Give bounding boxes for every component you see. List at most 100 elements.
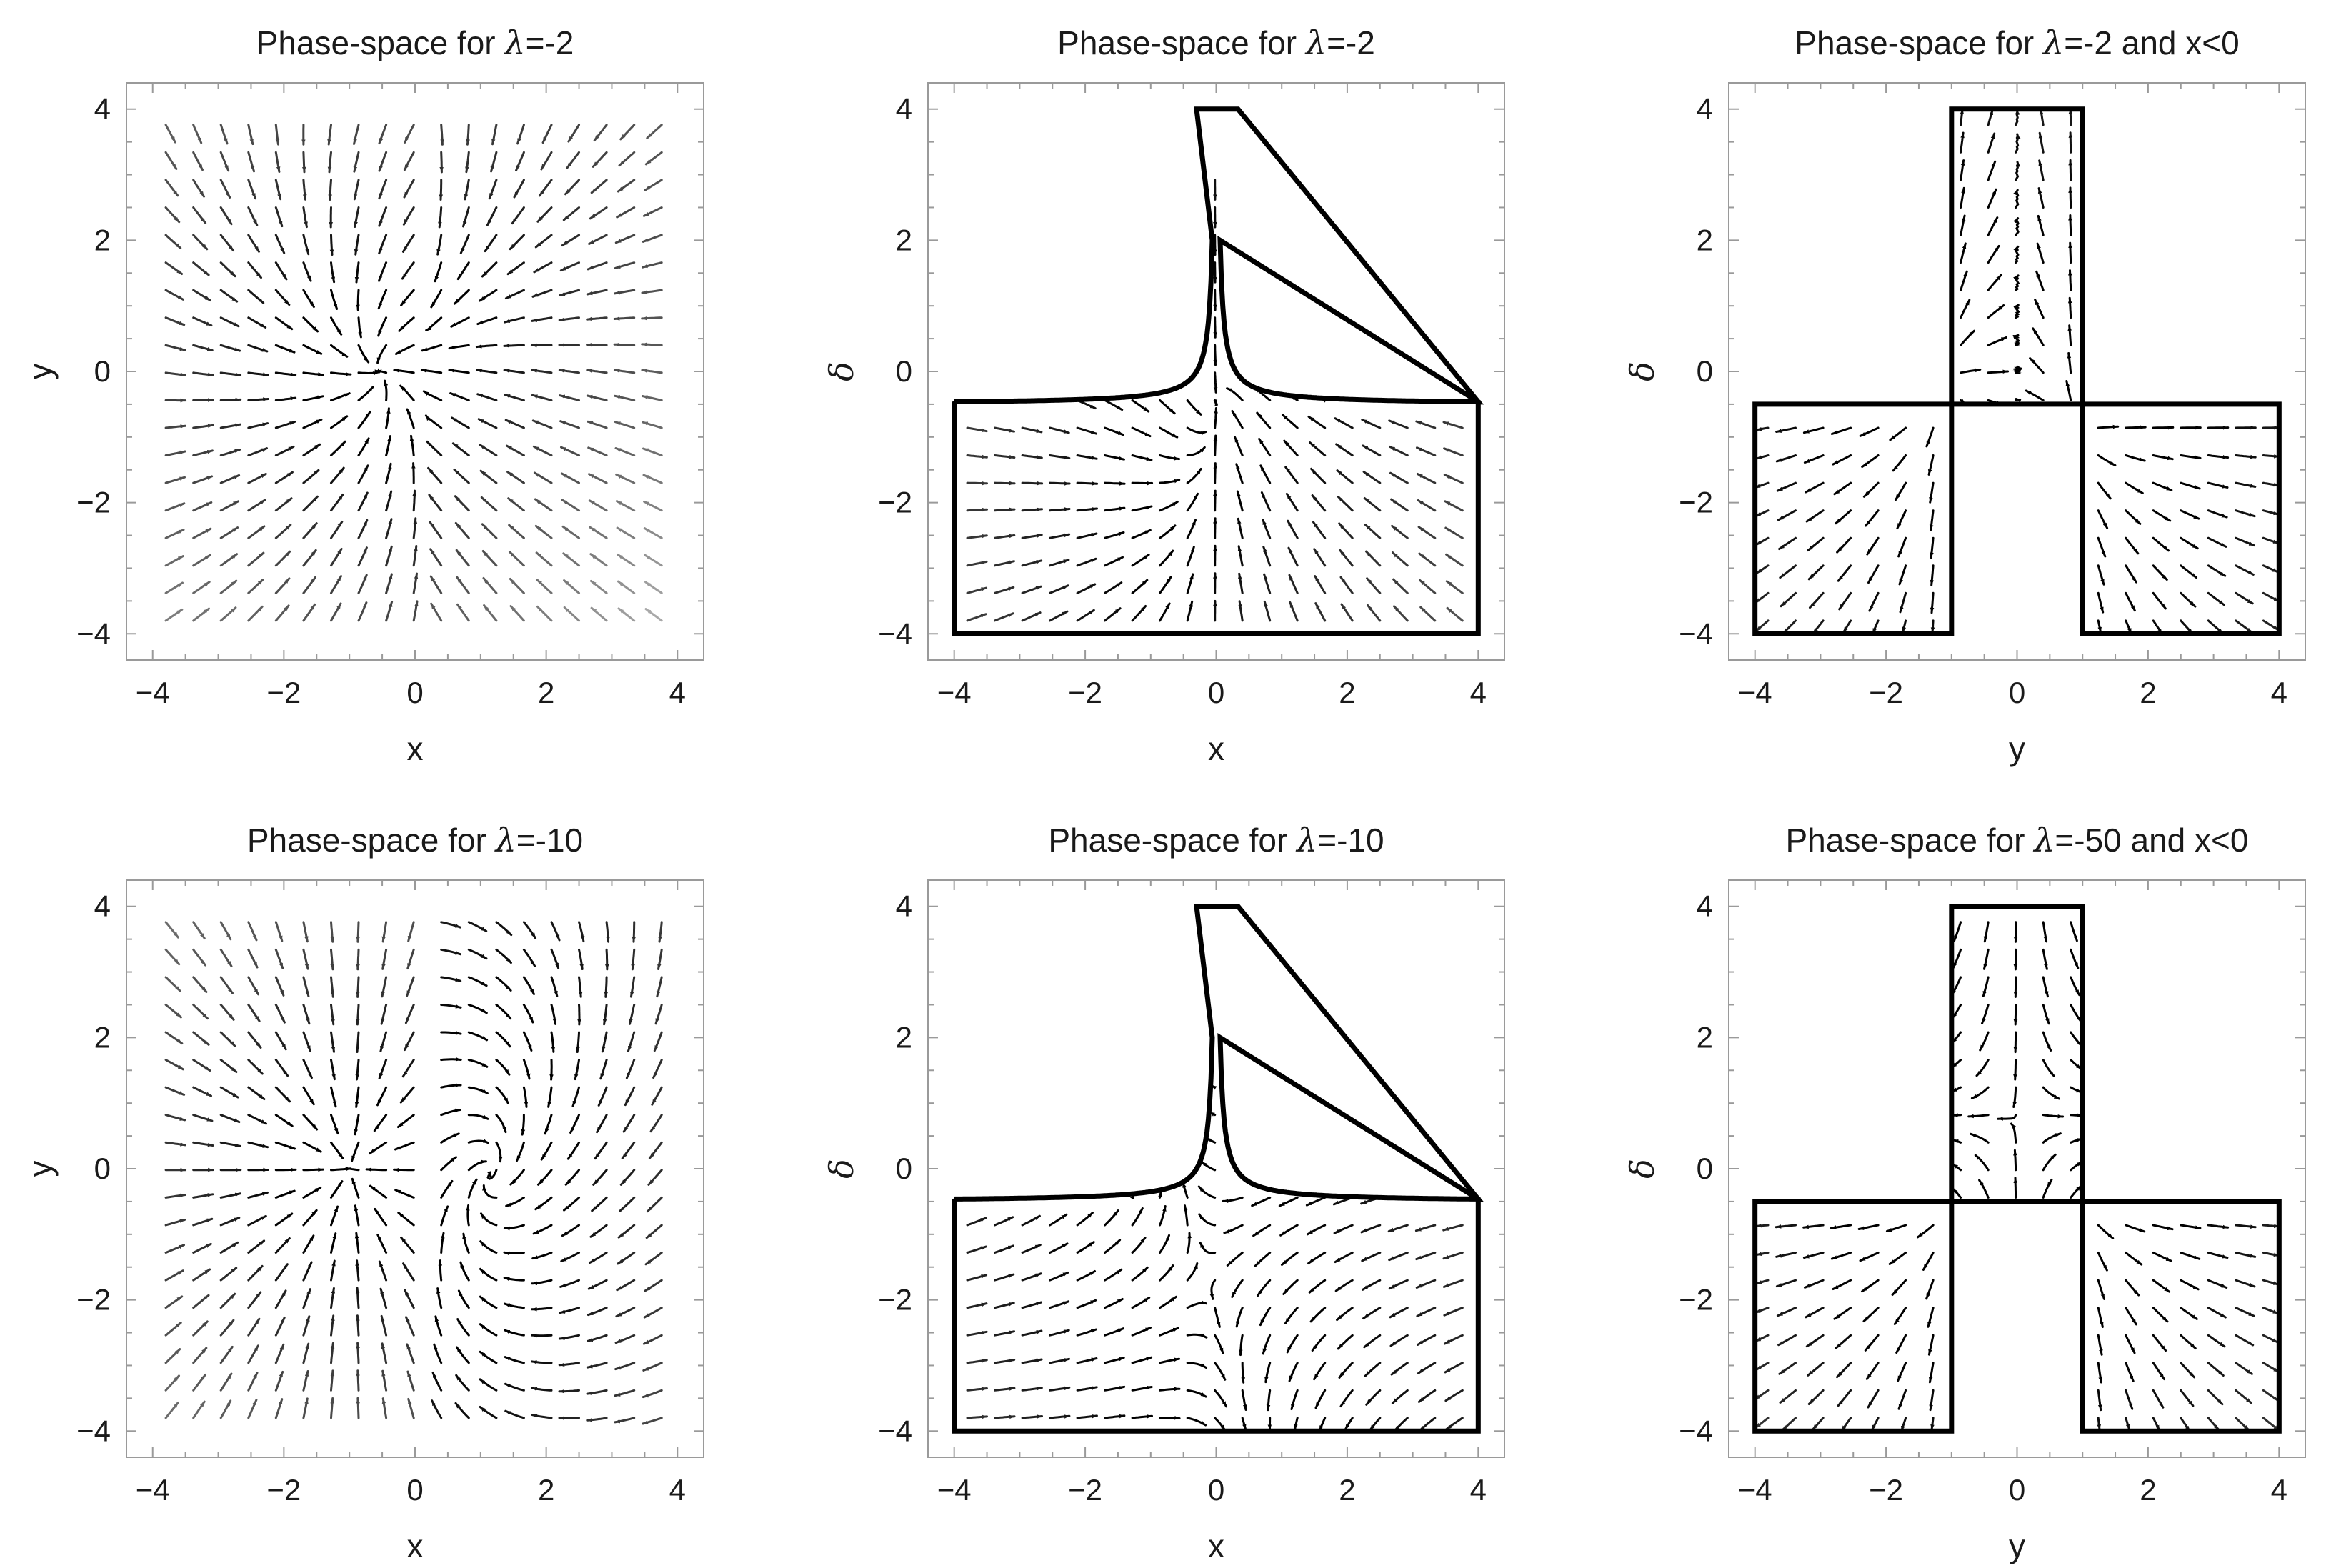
stream-arrow: [1131, 1414, 1153, 1419]
title-suffix: =-10: [516, 822, 583, 859]
stream-arrow: [1200, 1160, 1217, 1172]
stream-arrow: [412, 572, 419, 594]
stream-arrow: [1337, 1334, 1354, 1350]
stream-arrow: [1021, 1358, 1043, 1364]
stream-arrow: [164, 948, 181, 966]
stream-arrow: [1199, 1242, 1217, 1254]
stream-arrow: [1288, 1362, 1299, 1382]
stream-arrow: [2180, 564, 2197, 579]
stream-arrow: [330, 547, 343, 567]
stream-arrow: [587, 1334, 608, 1342]
stream-arrow: [427, 466, 443, 484]
streamlines: [164, 124, 663, 622]
stream-arrow: [1076, 1299, 1097, 1309]
stream-arrow: [1960, 329, 1975, 346]
stream-arrow: [219, 1292, 236, 1309]
stream-arrow: [369, 1184, 388, 1199]
stream-arrow: [2125, 1307, 2137, 1326]
stream-arrow: [1226, 1252, 1244, 1267]
y-tick-label: −4: [76, 1414, 111, 1447]
stream-arrow: [192, 1059, 211, 1072]
stream-arrow: [1930, 1417, 1935, 1431]
stream-arrow: [2070, 1161, 2083, 1172]
stream-arrow: [302, 179, 307, 201]
stream-arrow: [631, 948, 636, 971]
stream-arrow: [1987, 244, 2000, 264]
y-tick-label: −4: [1679, 616, 1713, 650]
stream-arrow: [1755, 1279, 1770, 1285]
stream-arrow: [531, 1387, 553, 1392]
stream-arrow: [1987, 274, 2002, 291]
title-suffix: =-10: [1317, 822, 1384, 859]
stream-arrow: [440, 921, 461, 929]
stream-arrow: [247, 948, 259, 969]
stream-arrow: [1214, 407, 1218, 429]
stream-arrow: [2235, 619, 2253, 634]
stream-arrow: [614, 234, 636, 244]
stream-arrow: [219, 921, 232, 941]
stream-arrow: [1442, 1252, 1464, 1260]
stream-arrow: [624, 1086, 636, 1107]
stream-arrow: [247, 499, 266, 512]
stream-arrow: [562, 206, 580, 221]
stream-arrow: [1417, 1334, 1437, 1346]
stream-arrow: [481, 261, 498, 278]
stream-arrow: [2067, 324, 2072, 346]
title-symbol: λ: [1295, 821, 1317, 859]
stream-arrow: [566, 1141, 580, 1160]
stream-arrow: [1159, 602, 1171, 622]
stream-arrow: [1104, 1298, 1124, 1309]
stream-arrow: [994, 612, 1014, 622]
stream-arrow: [1159, 1327, 1179, 1337]
stream-arrow: [1987, 304, 2005, 319]
stream-arrow: [247, 1059, 264, 1075]
stream-arrow: [429, 548, 443, 567]
stream-arrow: [1775, 426, 1797, 433]
stream-arrow: [560, 472, 580, 484]
stream-arrow: [589, 579, 608, 594]
stream-arrow: [1104, 1209, 1119, 1227]
stream-arrow: [449, 392, 470, 401]
stream-arrow: [274, 471, 294, 484]
stream-arrow: [374, 368, 388, 374]
stream-arrow: [1159, 426, 1179, 439]
stream-arrow: [401, 1059, 415, 1078]
stream-arrow: [504, 316, 525, 324]
stream-arrow: [192, 1400, 206, 1419]
stream-arrow: [2042, 1132, 2062, 1144]
stream-arrow: [378, 179, 388, 200]
stream-arrow: [1076, 532, 1098, 539]
stream-arrow: [1021, 1214, 1041, 1227]
stream-arrow: [657, 948, 663, 970]
stream-arrow: [2067, 269, 2072, 291]
stream-arrow: [219, 1192, 241, 1199]
streamlines: [1754, 108, 2280, 635]
stream-arrow: [462, 1232, 470, 1254]
stream-arrow: [407, 1397, 415, 1419]
stream-arrow: [491, 124, 498, 146]
stream-arrow: [274, 577, 291, 594]
stream-arrow: [1417, 526, 1437, 539]
stream-arrow: [495, 1059, 511, 1076]
stream-arrow: [1782, 619, 1797, 634]
stream-arrow: [2097, 1279, 2105, 1300]
stream-arrow: [559, 261, 580, 272]
stream-arrow: [424, 414, 443, 429]
stream-arrow: [513, 179, 525, 199]
stream-arrow: [1076, 481, 1099, 486]
stream-arrow: [1928, 1362, 1935, 1384]
stream-arrow: [1864, 1334, 1880, 1352]
stream-arrow: [1263, 573, 1272, 594]
stream-arrow: [641, 342, 663, 346]
stream-arrow: [274, 1059, 289, 1077]
stream-arrow: [589, 526, 608, 539]
stream-arrow: [274, 124, 280, 146]
stream-arrow: [534, 498, 553, 512]
stream-arrow: [302, 395, 324, 401]
stream-arrow: [559, 394, 580, 401]
stream-arrow: [1290, 1389, 1299, 1411]
stream-arrow: [357, 519, 369, 539]
stream-arrow: [330, 1059, 336, 1081]
stream-arrow: [219, 553, 239, 567]
stream-arrow: [1337, 496, 1354, 512]
